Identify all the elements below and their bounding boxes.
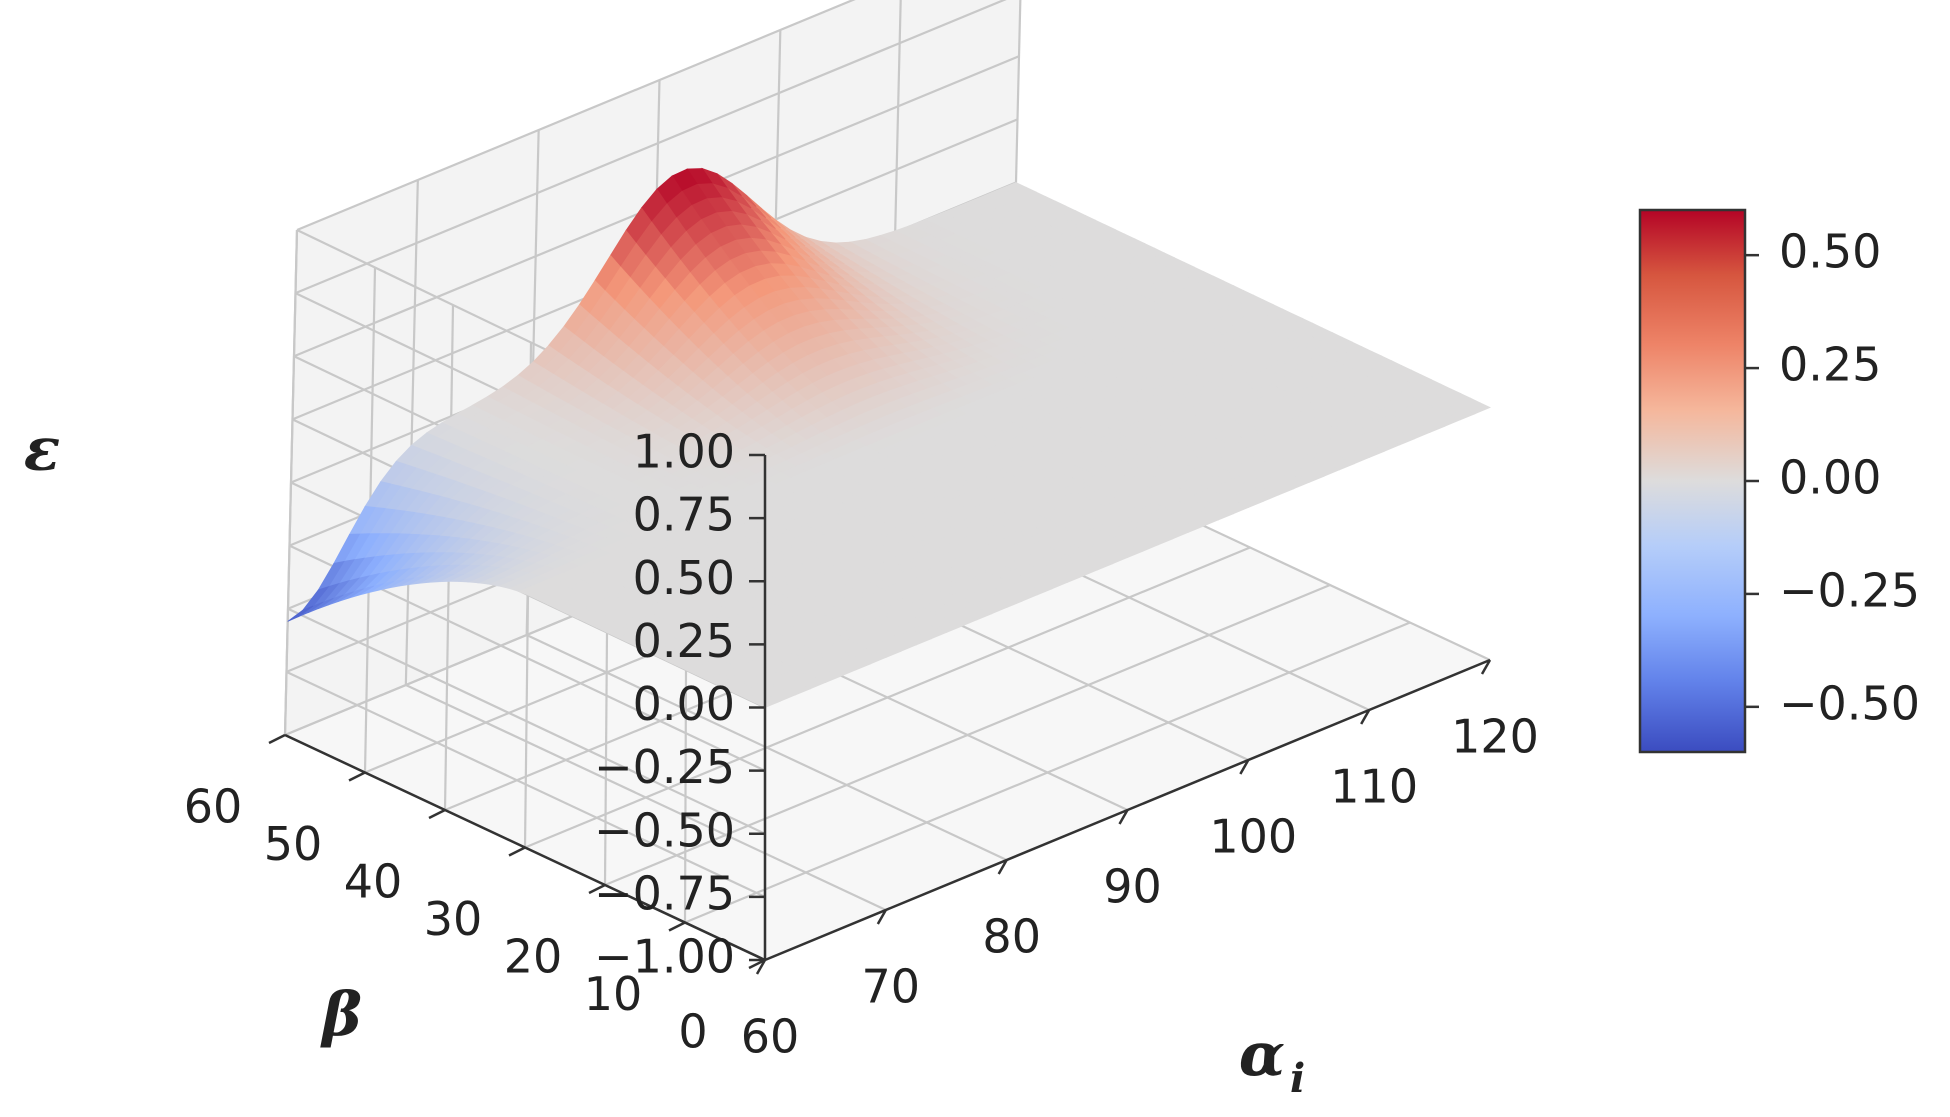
surface-mesh <box>287 167 1491 708</box>
colorbar-tick-label: −0.50 <box>1779 676 1920 730</box>
y-axis-title: β <box>320 980 362 1050</box>
grid-left-eps <box>286 670 766 898</box>
eps-tick-label: −1.00 <box>594 930 735 984</box>
alpha-tick <box>876 909 887 925</box>
alpha-tick-label: 120 <box>1451 710 1539 764</box>
alpha-tick-label: 90 <box>1103 860 1162 914</box>
alpha-tick-label: 100 <box>1209 810 1297 864</box>
eps-tick-label: −0.25 <box>594 740 735 794</box>
x-axis-title: α <box>1239 1020 1285 1090</box>
beta-tick <box>588 883 606 895</box>
beta-tick <box>268 733 286 745</box>
alpha-tick-label: 70 <box>862 960 921 1014</box>
alpha-tick <box>1118 809 1129 825</box>
beta-tick-label: 20 <box>504 930 563 984</box>
colorbar-tick-label: −0.25 <box>1779 563 1920 617</box>
beta-tick-label: 30 <box>424 892 483 946</box>
eps-tick-label: 0.75 <box>633 488 735 542</box>
beta-tick <box>348 771 366 782</box>
eps-tick-label: −0.50 <box>594 803 735 857</box>
beta-tick-label: 40 <box>344 855 403 909</box>
x-axis-title-subscript: i <box>1290 1055 1305 1102</box>
colorbar-tick-label: 0.00 <box>1779 451 1881 505</box>
grid-back-eps <box>295 0 1007 295</box>
grid-floor-beta <box>524 546 1251 849</box>
grid-left-eps <box>287 607 766 835</box>
alpha-tick <box>997 859 1008 875</box>
grid-floor-beta <box>684 621 1411 924</box>
beta-tick <box>428 808 446 820</box>
colorbar: 0.50 0.25 0.00 −0.25 −0.50 <box>1638 208 1920 754</box>
eps-tick-label: 1.00 <box>633 425 735 479</box>
grid-floor-beta <box>604 583 1331 887</box>
eps-tick-label: 0.00 <box>633 677 735 731</box>
axis-lines <box>268 453 1492 975</box>
eps-tick-label: 0.50 <box>633 551 735 605</box>
beta-tick-label: 10 <box>584 967 643 1021</box>
beta-tick <box>508 846 526 857</box>
z-axis-title: ε <box>24 415 60 485</box>
tick-labels: 607080901001101200102030405060−1.00−0.75… <box>184 425 1539 1064</box>
colorbar-tick-label: 0.25 <box>1779 338 1881 392</box>
alpha-tick-label: 110 <box>1330 760 1418 814</box>
beta-tick-label: 60 <box>184 780 243 834</box>
eps-tick-label: 0.25 <box>633 614 735 668</box>
alpha-tick <box>1360 709 1371 725</box>
alpha-tick-label: 80 <box>982 910 1041 964</box>
beta-tick-label: 50 <box>264 817 323 871</box>
alpha-tick <box>1480 659 1492 675</box>
alpha-tick-label: 60 <box>741 1010 800 1064</box>
beta-tick <box>748 958 766 970</box>
colorbar-tick-label: 0.50 <box>1779 225 1881 279</box>
beta-tick-label: 0 <box>678 1005 707 1059</box>
surface-facet <box>287 605 314 622</box>
beta-tick <box>668 921 686 932</box>
eps-tick-label: −0.75 <box>594 866 735 920</box>
alpha-tick <box>755 959 767 975</box>
colorbar-gradient <box>1638 208 1747 754</box>
grid-back-eps <box>296 0 856 232</box>
alpha-tick <box>1239 759 1250 775</box>
